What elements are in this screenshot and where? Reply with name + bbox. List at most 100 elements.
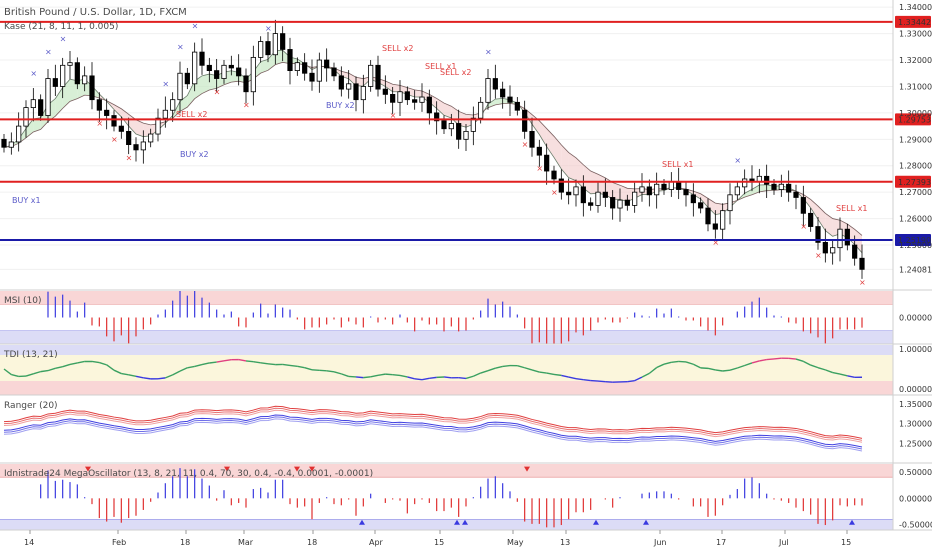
x-tick-label: 18: [180, 538, 190, 547]
tdi-line-segment: [847, 375, 855, 378]
candle-body: [676, 181, 682, 190]
x-tick-label: 13: [560, 538, 570, 547]
level-badge: [895, 113, 931, 126]
levels-layer: 1.33442 1.29753 1.27393 1.25190: [0, 15, 931, 247]
candle-body: [140, 141, 146, 151]
price-y-tick: 1.32000: [899, 56, 932, 65]
mega-sell-triangle: [294, 466, 300, 472]
candle-body: [544, 154, 550, 172]
level-label: 1.29753: [898, 115, 931, 124]
tdi-line-segment: [685, 361, 694, 365]
x-tick-label: 17: [716, 538, 726, 547]
tdi-lower-band: [0, 381, 893, 395]
tdi-line-segment: [121, 372, 129, 376]
tdi-line-segment: [69, 362, 78, 366]
tdi-line-segment: [157, 377, 166, 380]
ranger-line: [3, 407, 863, 441]
tdi-line-segment: [399, 374, 408, 378]
msi-label: MSI (10): [4, 296, 41, 306]
cloud-segment: [202, 74, 210, 94]
cloud-segment: [539, 120, 547, 147]
candle-body: [133, 144, 139, 151]
candle-body: [639, 186, 645, 193]
candle-body: [434, 112, 440, 122]
tdi-line-segment: [443, 376, 452, 379]
signal-up-marker: ×: [265, 24, 272, 33]
tdi-line-segment: [737, 364, 745, 369]
candle-body: [580, 186, 586, 204]
mega-buy-triangle: [643, 519, 649, 525]
signal-up-marker: ×: [734, 156, 741, 165]
tdi-line-segment: [825, 369, 833, 374]
tdi-line-segment: [33, 370, 41, 375]
tdi-line-segment: [289, 364, 298, 367]
tdi-line-segment: [575, 377, 584, 381]
signal-down-marker: ×: [214, 87, 221, 96]
candle-body: [536, 146, 542, 156]
candle-body: [485, 78, 491, 103]
tdi-line-segment: [531, 369, 540, 373]
candle-body: [206, 64, 212, 72]
candle-body: [162, 109, 168, 119]
candle-body: [30, 99, 36, 109]
candle-body: [529, 130, 535, 148]
tdi-upper-band: [0, 345, 893, 355]
tdi-line-segment: [253, 361, 261, 364]
signal-label: SELL x2: [440, 68, 471, 77]
mega-buy-triangle: [359, 519, 365, 525]
tdi-line-segment: [671, 360, 679, 363]
candle-body: [52, 78, 58, 87]
tdi-line-segment: [348, 375, 357, 378]
ranger-line: [3, 414, 863, 448]
price-y-tick: 1.27000: [899, 188, 932, 197]
signal-up-marker: ×: [192, 21, 199, 30]
tdi-line-segment: [678, 360, 687, 363]
candle-body: [705, 207, 711, 225]
signal-up-marker: ×: [60, 35, 67, 44]
candle-body: [786, 183, 792, 193]
tdi-line-segment: [517, 365, 525, 369]
candle-body: [808, 212, 814, 227]
signal-up-marker: ×: [162, 79, 169, 88]
mega-buy-triangle: [593, 519, 599, 525]
signal-up-marker: ×: [30, 69, 37, 78]
cloud-segment: [568, 152, 576, 181]
candle-body: [126, 130, 132, 146]
mega-label: Idnistrade24 MegaOscillator (13, 8, 21, …: [4, 469, 373, 479]
tdi-line-segment: [561, 374, 569, 378]
tdi-line-segment: [55, 366, 63, 370]
signal-down-marker: ×: [243, 101, 250, 110]
tdi-line-segment: [62, 363, 71, 368]
candle-body: [111, 115, 117, 127]
tdi-line-segment: [194, 363, 203, 368]
tdi-line-segment: [817, 366, 826, 371]
candle-body: [500, 88, 506, 98]
candle-body: [822, 241, 828, 254]
mega-buy-triangle: [849, 519, 855, 525]
tdi-line-segment: [715, 369, 723, 372]
level-badge: [895, 234, 931, 247]
cloud-segment: [444, 103, 452, 118]
signal-label: SELL x1: [836, 204, 867, 213]
mega-y-tick: 0.00000: [899, 494, 932, 503]
price-y-tick: 1.28000: [899, 162, 932, 171]
cloud-segment: [700, 193, 708, 208]
candle-body: [316, 59, 322, 82]
candle-body: [632, 191, 638, 206]
cloud-slow-line: [3, 61, 863, 236]
indicator-label: Kase (21, 8, 11, 1, 0.005): [4, 22, 118, 32]
signal-down-marker: ×: [800, 222, 807, 231]
candle-body: [859, 257, 865, 270]
candle-body: [683, 189, 689, 196]
candle-body: [566, 191, 572, 196]
tdi-line-segment: [597, 380, 606, 383]
ranger-y-tick: 1.30000: [899, 420, 932, 429]
tdi-line-segment: [458, 377, 467, 380]
tdi-line-segment: [40, 369, 49, 373]
cloud-segment: [620, 185, 628, 202]
ranger-y-tick: 1.35000: [899, 400, 932, 409]
candle-body: [712, 223, 718, 230]
candle-body: [778, 183, 784, 190]
candle-body: [382, 88, 388, 95]
